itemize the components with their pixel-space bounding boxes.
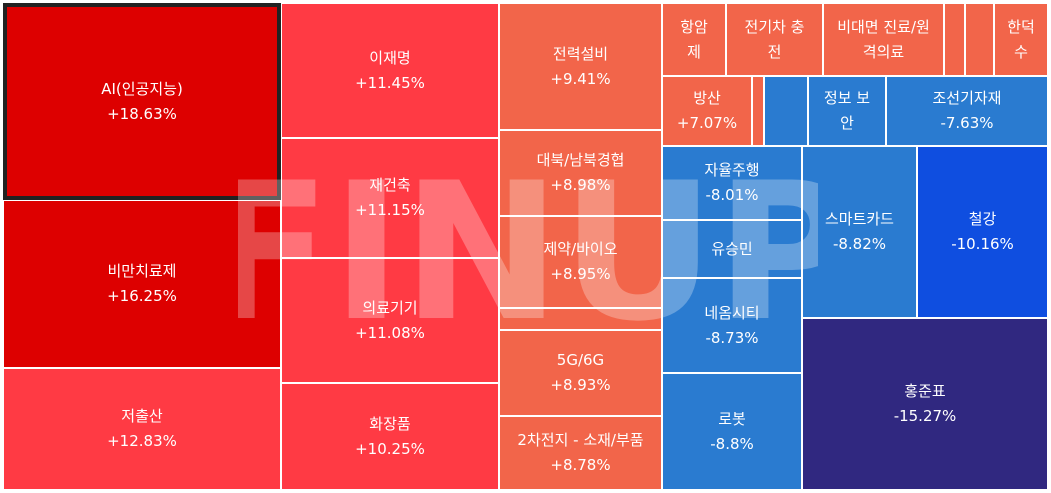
tile-reconstruction[interactable]: 재건축 +11.15% [281, 138, 499, 258]
tile-ev-charging[interactable]: 전기차 충 전 [726, 3, 823, 76]
tile-unlabeled[interactable] [764, 76, 808, 146]
tile-change: +18.63% [107, 104, 177, 123]
tile-name: 한덕 수 [1007, 17, 1035, 61]
tile-name: 스마트카드 [824, 210, 894, 228]
tile-name: 비대면 진료/원 격의료 [837, 17, 930, 61]
tile-change: -8.82% [832, 235, 887, 253]
tile-name: 로봇 [718, 409, 746, 428]
tile-defense[interactable]: 방산 +7.07% [662, 76, 752, 146]
tile-5g-6g[interactable]: 5G/6G +8.93% [499, 330, 662, 416]
tile-name: 2차전지 - 소재/부품 [517, 431, 644, 449]
tile-unlabeled[interactable] [499, 308, 662, 330]
tile-name: 홍준표 [904, 382, 946, 400]
tile-low-birthrate[interactable]: 저출산 +12.83% [3, 368, 281, 490]
tile-inter-korean[interactable]: 대북/남북경협 +8.98% [499, 130, 662, 216]
tile-name: 화장품 [369, 414, 411, 433]
tile-name: 전력설비 [552, 44, 609, 63]
tile-ai[interactable]: AI(인공지능) +18.63% [3, 3, 281, 200]
tile-name: 비만치료제 [107, 262, 177, 280]
tile-anticancer[interactable]: 항암 제 [662, 3, 726, 76]
tile-lee-jae-myung[interactable]: 이재명 +11.45% [281, 3, 499, 138]
tile-name: 방산 [693, 89, 721, 107]
tile-name: 대북/남북경협 [536, 151, 625, 169]
tile-change: -8.8% [710, 434, 754, 453]
tile-name: 5G/6G [556, 351, 605, 369]
tile-change: +10.25% [355, 439, 425, 458]
tile-change: +9.41% [550, 69, 611, 88]
tile-change: -8.73% [705, 328, 759, 347]
tile-unlabeled[interactable] [944, 3, 965, 76]
tile-name: 의료기기 [362, 298, 418, 317]
tile-name: AI(인공지능) [101, 79, 183, 98]
tile-robot[interactable]: 로봇 -8.8% [662, 373, 802, 490]
tile-yoo-seung-min[interactable]: 유승민 [662, 220, 802, 278]
tile-change: +7.07% [676, 114, 738, 132]
tile-change: +8.93% [550, 376, 611, 394]
tile-change: +16.25% [107, 287, 177, 305]
tile-change: -8.01% [705, 186, 759, 204]
tile-change: -15.27% [893, 407, 957, 425]
tile-change: +11.15% [355, 201, 425, 219]
tile-change: +12.83% [107, 432, 177, 450]
tile-cosmetics[interactable]: 화장품 +10.25% [281, 383, 499, 490]
tile-telemedicine[interactable]: 비대면 진료/원 격의료 [823, 3, 944, 76]
tile-steel[interactable]: 철강 -10.16% [917, 146, 1048, 318]
tile-unlabeled[interactable] [752, 76, 764, 146]
tile-name: 철강 [968, 210, 997, 228]
tile-name: 항암 제 [680, 17, 708, 61]
tile-change: -10.16% [951, 235, 1014, 253]
tile-name: 유승민 [711, 239, 753, 258]
tile-power-equipment[interactable]: 전력설비 +9.41% [499, 3, 662, 130]
tile-neom-city[interactable]: 네옴시티 -8.73% [662, 278, 802, 373]
tile-change: -7.63% [940, 114, 994, 132]
tile-shipbuilding-materials[interactable]: 조선기자재 -7.63% [886, 76, 1048, 146]
tile-medical-devices[interactable]: 의료기기 +11.08% [281, 258, 499, 383]
tile-change: +11.45% [355, 73, 425, 92]
tile-name: 정보 보 안 [823, 89, 871, 132]
tile-name: 자율주행 [704, 161, 760, 179]
tile-change: +8.78% [550, 456, 611, 474]
tile-obesity-drug[interactable]: 비만치료제 +16.25% [3, 200, 281, 368]
tile-name: 재건축 [369, 176, 411, 194]
tile-han-duck-soo[interactable]: 한덕 수 [994, 3, 1048, 76]
tile-info-security[interactable]: 정보 보 안 [808, 76, 886, 146]
tile-smart-card[interactable]: 스마트카드 -8.82% [802, 146, 917, 318]
tile-change: +11.08% [355, 323, 425, 342]
tile-change: +8.95% [550, 265, 611, 283]
tile-name: 저출산 [121, 407, 163, 425]
tile-name: 전기차 충 전 [744, 17, 805, 61]
tile-name: 제약/바이오 [543, 240, 618, 258]
tile-name: 조선기자재 [932, 89, 1002, 107]
tile-hong-joon-pyo[interactable]: 홍준표 -15.27% [802, 318, 1048, 490]
tile-secondary-battery[interactable]: 2차전지 - 소재/부품 +8.78% [499, 416, 662, 490]
tile-name: 네옴시티 [704, 303, 760, 322]
tile-name: 이재명 [369, 48, 411, 67]
tile-pharma-bio[interactable]: 제약/바이오 +8.95% [499, 216, 662, 308]
tile-change: +8.98% [550, 176, 611, 194]
tile-autonomous-driving[interactable]: 자율주행 -8.01% [662, 146, 802, 220]
tile-unlabeled[interactable] [965, 3, 994, 76]
